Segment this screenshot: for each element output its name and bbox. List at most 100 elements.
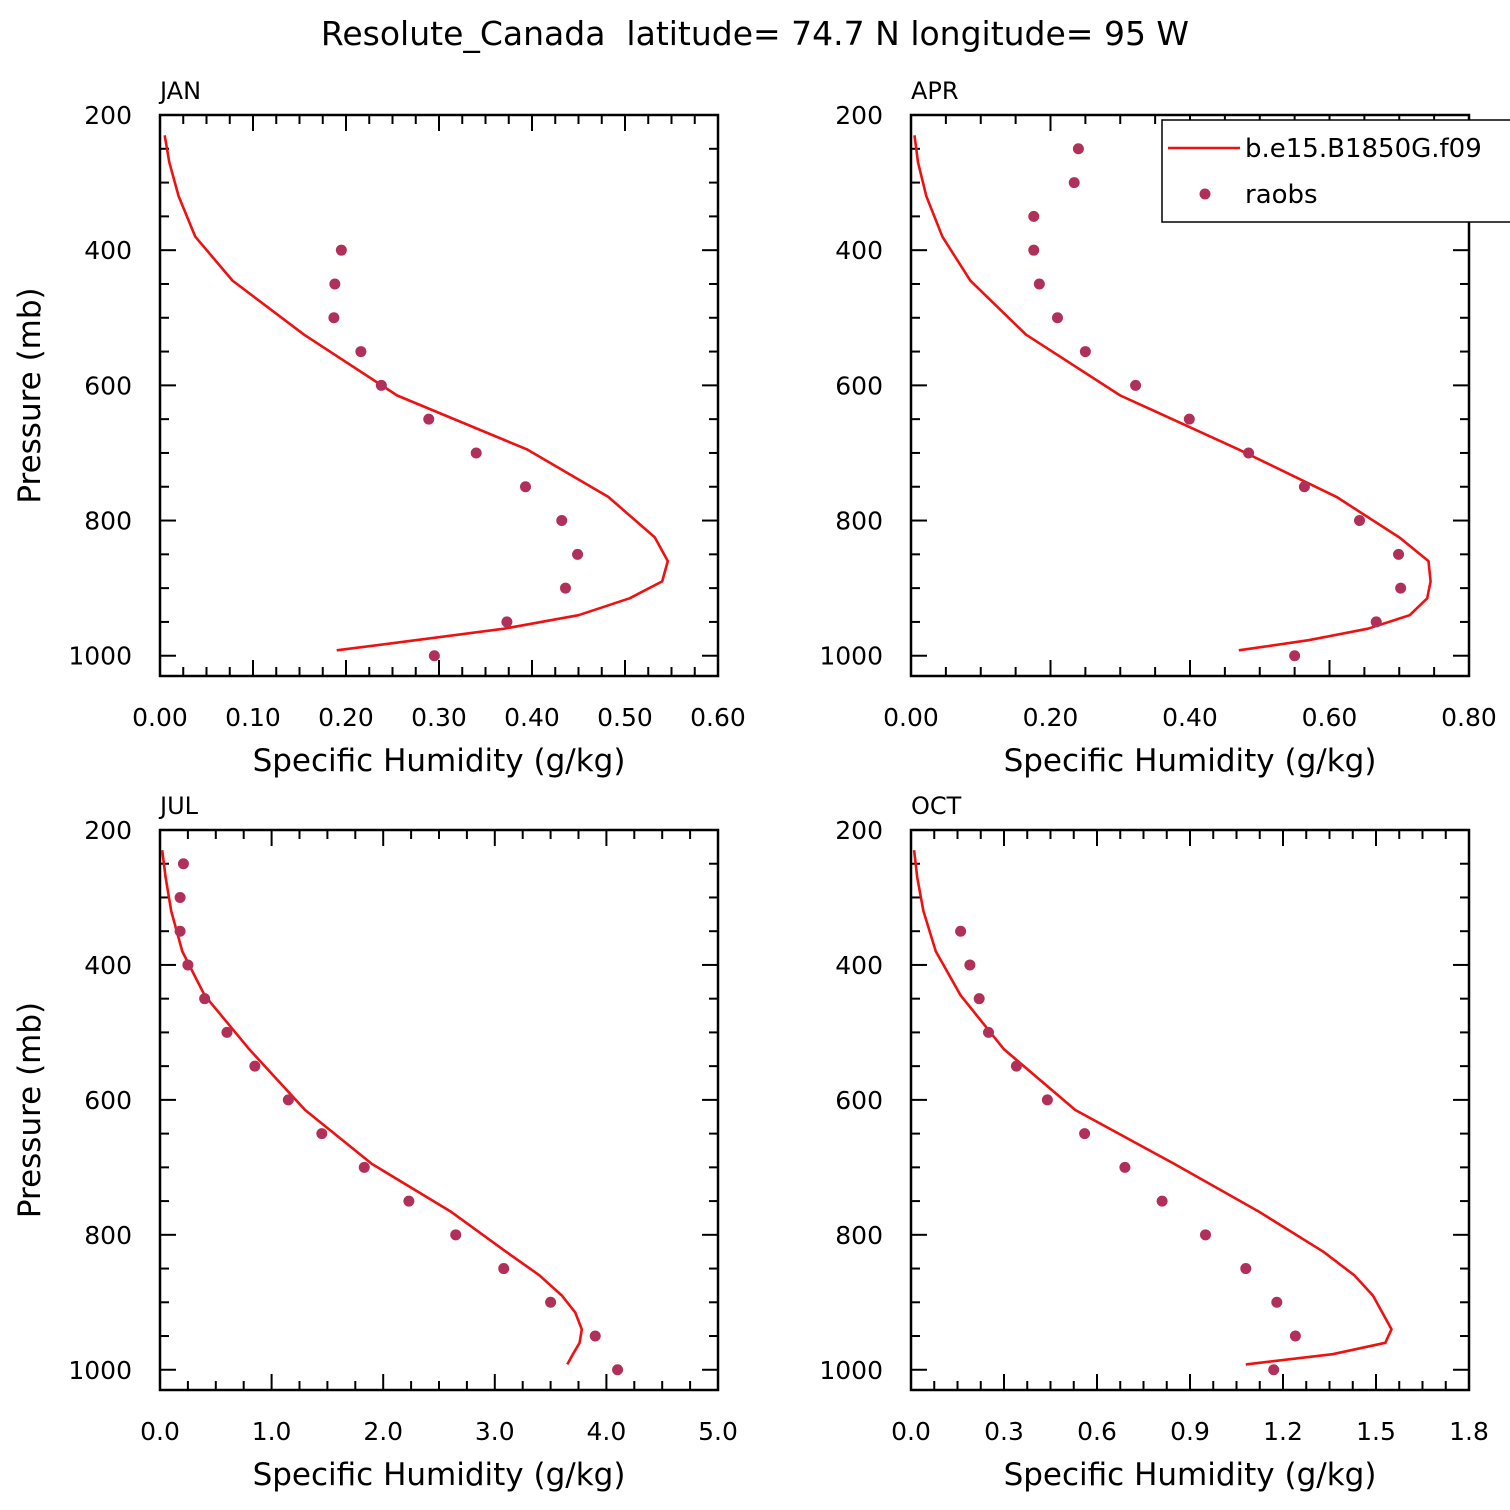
panel-oct: OCT 0.0 0.3 0.6 0.9 1.2 1.5 1.8 200 400 600 800 1000… [819, 792, 1489, 1493]
data-point-raobs [1183, 413, 1195, 425]
x-tick-label: 0.00 [132, 703, 188, 732]
panel-label: APR [911, 77, 959, 105]
x-tick-label: 0.60 [690, 703, 746, 732]
y-tick-label: 200 [835, 101, 883, 130]
x-tick-label: 1.0 [252, 1417, 292, 1446]
panel-apr: APR 0.00 0.20 0.40 0.60 0.80 200 400 600 800 1000 S… [819, 77, 1496, 779]
y-tick-label: 1000 [68, 1356, 132, 1385]
data-point-raobs [1068, 177, 1080, 189]
x-tick-label: 1.2 [1263, 1417, 1303, 1446]
data-point-raobs [1028, 210, 1040, 222]
data-point-raobs [983, 1026, 994, 1038]
data-point-raobs [316, 1128, 328, 1140]
x-tick-label: 0.40 [1162, 703, 1218, 732]
x-tick-label: 0.50 [597, 703, 653, 732]
x-tick-label: 2.0 [363, 1417, 403, 1446]
data-point-raobs [1079, 346, 1091, 358]
data-point-raobs [282, 1094, 294, 1106]
x-tick-label: 0.0 [140, 1417, 180, 1446]
data-point-raobs [249, 1060, 261, 1072]
data-point-raobs [572, 548, 584, 560]
x-tick-label: 0.30 [411, 703, 467, 732]
series-line-model [160, 850, 584, 1366]
legend-label-obs: raobs [1245, 180, 1318, 210]
data-point-raobs [1028, 244, 1040, 256]
y-axis-label: Pressure (mb) [12, 1002, 48, 1218]
panel-jul: JUL 0.0 1.0 2.0 3.0 4.0 5.0 200 400 600 800 1000 Spe… [12, 792, 738, 1493]
data-point-raobs [174, 925, 186, 937]
data-point-raobs [498, 1263, 510, 1275]
data-point-raobs [519, 481, 531, 493]
y-tick-label: 800 [84, 507, 132, 536]
x-tick-label: 0.00 [883, 703, 939, 732]
x-tick-label: 0.6 [1077, 1417, 1117, 1446]
x-tick-label: 0.0 [891, 1417, 931, 1446]
panel-label: JUL [158, 792, 199, 820]
y-tick-label: 400 [835, 236, 883, 265]
data-point-raobs [1243, 447, 1255, 459]
x-tick-label: 4.0 [587, 1417, 627, 1446]
y-tick-label: 200 [84, 816, 132, 845]
data-point-raobs [1079, 1128, 1091, 1140]
data-point-raobs [1130, 379, 1142, 391]
x-tick-label: 1.8 [1449, 1417, 1489, 1446]
data-point-raobs [177, 858, 189, 870]
y-tick-label: 1000 [819, 1356, 883, 1385]
y-axis-label: Pressure (mb) [12, 287, 48, 503]
data-point-raobs [428, 650, 440, 662]
data-point-raobs [1393, 548, 1405, 560]
legend-label-model: b.e15.B1850G.f09 [1245, 134, 1482, 164]
legend: b.e15.B1850G.f09 raobs [1161, 119, 1510, 223]
data-point-raobs [1072, 143, 1084, 155]
y-tick-label: 400 [84, 951, 132, 980]
data-point-raobs [955, 925, 967, 937]
x-axis-label: Specific Humidity (g/kg) [253, 743, 626, 779]
plot-frame [909, 828, 1471, 1392]
data-point-raobs [470, 447, 482, 459]
panel-jan: JAN 0.00 0.10 0.20 0.30 0.40 0.50 0.60 200 400 600… [12, 77, 746, 779]
data-point-raobs [1051, 312, 1063, 324]
data-point-raobs [556, 515, 568, 527]
data-point-raobs [545, 1296, 557, 1308]
x-tick-label: 0.40 [504, 703, 560, 732]
y-tick-label: 800 [835, 507, 883, 536]
data-point-raobs [1289, 1330, 1301, 1342]
y-tick-label: 200 [84, 101, 132, 130]
y-tick-label: 400 [835, 951, 883, 980]
data-point-raobs [1156, 1195, 1168, 1207]
data-point-raobs [1041, 1094, 1053, 1106]
legend-box [1161, 119, 1510, 223]
data-point-raobs [221, 1026, 233, 1038]
plot-frame [158, 828, 720, 1392]
series-line-model [913, 135, 1432, 652]
data-point-raobs [1119, 1161, 1131, 1173]
x-tick-label: 5.0 [698, 1417, 738, 1446]
data-point-raobs [328, 312, 340, 324]
data-point-raobs [375, 379, 387, 391]
x-tick-label: 0.9 [1170, 1417, 1210, 1446]
data-point-raobs [559, 582, 571, 594]
x-axis-label: Specific Humidity (g/kg) [1004, 1457, 1377, 1493]
data-point-raobs [1298, 481, 1310, 493]
x-tick-label: 1.5 [1356, 1417, 1396, 1446]
data-point-raobs [1240, 1263, 1252, 1275]
x-tick-label: 0.60 [1302, 703, 1358, 732]
data-point-raobs [199, 993, 211, 1005]
y-tick-label: 400 [84, 236, 132, 265]
data-point-raobs [589, 1330, 601, 1342]
data-point-raobs [964, 959, 976, 971]
data-point-raobs [1353, 515, 1365, 527]
data-point-raobs [182, 959, 194, 971]
panel-label: OCT [911, 792, 962, 820]
data-point-raobs [973, 993, 985, 1005]
x-tick-label: 0.10 [225, 703, 281, 732]
data-point-raobs [1370, 616, 1382, 628]
y-tick-label: 1000 [68, 642, 132, 671]
y-tick-label: 600 [835, 371, 883, 400]
data-point-raobs [450, 1229, 462, 1241]
panel-label: JAN [158, 77, 201, 105]
data-point-raobs [612, 1364, 624, 1376]
data-point-raobs [358, 1161, 370, 1173]
series-line-model [912, 850, 1393, 1366]
